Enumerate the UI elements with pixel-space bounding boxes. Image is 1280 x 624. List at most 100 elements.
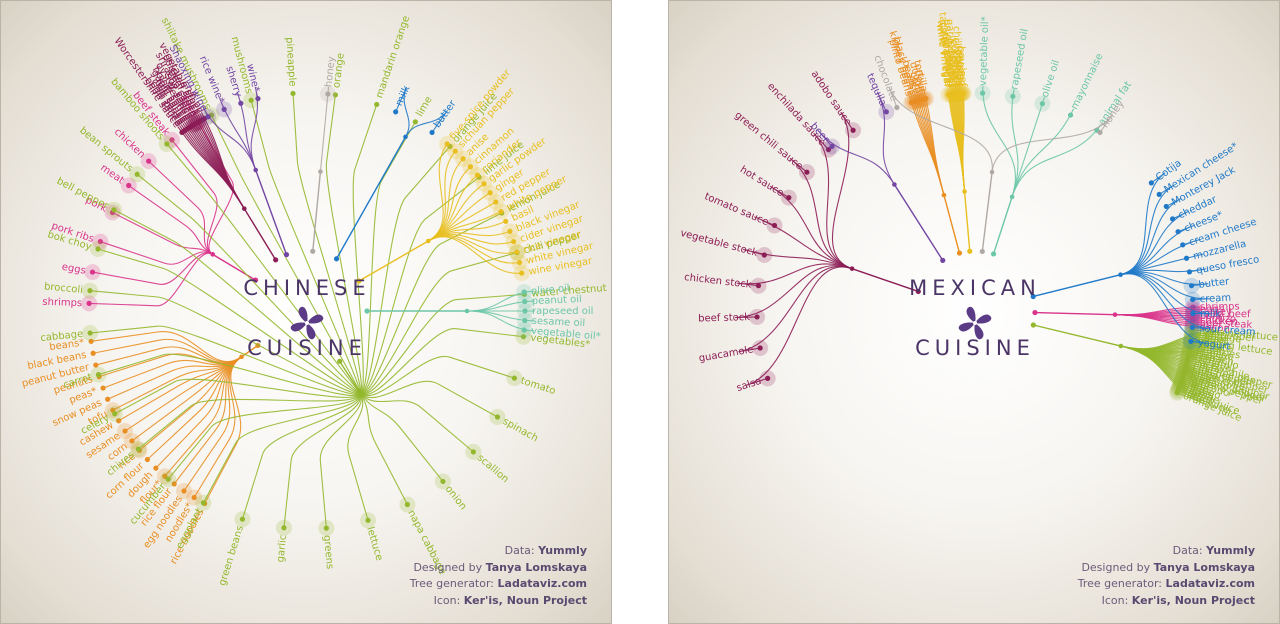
branch-green-chili-sauce bbox=[789, 157, 853, 270]
branch-eggplant bbox=[202, 390, 361, 504]
leaf-node-rice-wine bbox=[221, 106, 227, 112]
leaf-node-cucumber bbox=[165, 476, 171, 482]
ingredient-label-pork: pork bbox=[1200, 311, 1223, 322]
branch-cheddar bbox=[1120, 211, 1189, 276]
ingredient-label-chorizo: chorizo bbox=[1200, 313, 1237, 325]
tree-trunk bbox=[1034, 311, 1115, 316]
leaf-node-bean-sprouts bbox=[134, 171, 140, 177]
leaf-node-cheddar bbox=[1169, 216, 1176, 222]
leaf-node-bok-choy bbox=[95, 246, 101, 252]
tree-trunk bbox=[893, 184, 944, 261]
credits: Data: Yummly Designed by Tanya Lomskaya … bbox=[1078, 543, 1255, 609]
branch-scallion bbox=[358, 390, 474, 453]
leaf-node-vegetables bbox=[520, 334, 527, 340]
cuisine-title: CHINESE CUISINE bbox=[243, 276, 365, 360]
ingredient-label-bay-leaf: bay leaf bbox=[955, 46, 968, 87]
ingredient-label-vegetable-stock: vegetable stock bbox=[679, 228, 759, 259]
branch-black-beans bbox=[93, 338, 242, 363]
branch-chili-pepper bbox=[358, 252, 518, 394]
tree-trunk bbox=[241, 344, 259, 358]
tree-trunk bbox=[335, 136, 407, 260]
tree-trunk bbox=[212, 253, 256, 281]
leaf-node-celery bbox=[112, 411, 118, 417]
leaf-node-onion bbox=[440, 478, 446, 485]
ingredient-label-scallion: scallion bbox=[475, 453, 511, 486]
tree-trunk bbox=[981, 171, 993, 252]
credit-designer: Designed by Tanya Lomskaya bbox=[1081, 560, 1255, 574]
ingredient-label-roast-beef: roast beef bbox=[1200, 309, 1251, 321]
branch-mandarin-orange bbox=[352, 104, 378, 393]
ingredient-label-tomato-sauce: tomato sauce bbox=[703, 191, 770, 228]
tree-root-node bbox=[333, 256, 340, 262]
branch-tequila bbox=[876, 91, 895, 185]
tree-root-node bbox=[283, 252, 290, 258]
mexican-cuisine-panel: pinto beans kidney beans black beans beans*… bbox=[668, 0, 1280, 624]
ingredient-label-beef-stock: beef stock bbox=[698, 312, 750, 324]
tree-mid-node bbox=[1118, 343, 1124, 349]
ingredient-label-turkey: turkey bbox=[1200, 306, 1232, 317]
title-line-1: MEXICAN bbox=[909, 276, 1041, 300]
ingredient-label-clove: clove bbox=[950, 60, 963, 87]
branch-hot-sauce bbox=[769, 185, 853, 270]
leaf-node-cream bbox=[1190, 296, 1196, 303]
branch-lime bbox=[358, 121, 416, 393]
ingredient-label-tomato: tomato bbox=[519, 376, 557, 398]
leaf-node-corn-flour bbox=[144, 456, 151, 463]
branch-sichuan-pepper bbox=[427, 149, 458, 242]
leaf-node-tortilla bbox=[923, 95, 929, 102]
branch-spinach bbox=[358, 380, 498, 418]
leaf-node-queso-fresco bbox=[1186, 269, 1193, 275]
tree-root-node bbox=[915, 288, 921, 295]
branch-bean-sprouts bbox=[136, 173, 361, 394]
leaf-node-beer bbox=[829, 143, 835, 150]
ingredient-label-beef-steak: beef steak bbox=[1199, 317, 1252, 331]
leaf-node-enchilada-sauce bbox=[825, 146, 832, 153]
leaf-node-tequila bbox=[883, 109, 889, 115]
branch-orange-juice bbox=[1120, 345, 1208, 406]
leaf-node-salsa bbox=[765, 375, 771, 381]
leaf-node-chicken bbox=[146, 158, 152, 164]
leaf-node-rapeseed-oil bbox=[1010, 93, 1016, 99]
leaf-node-beef-steak bbox=[169, 137, 175, 143]
leaf-node-sherry bbox=[238, 100, 244, 106]
branch-corn bbox=[131, 356, 242, 442]
leaf-node-milk bbox=[1190, 310, 1196, 317]
ingredient-label-rapeseed-oil: rapeseed oil bbox=[532, 306, 593, 317]
leaf-node-rice-vinegar bbox=[514, 249, 520, 255]
ingredient-label-sour-cream: sour cream bbox=[1199, 323, 1256, 338]
tree-root-node bbox=[1032, 309, 1038, 316]
ingredient-label-adobo-sauce: adobo sauce bbox=[809, 69, 854, 128]
ingredient-label-shrimps: shrimps bbox=[1200, 301, 1240, 313]
ingredient-label-cream: cream bbox=[1199, 293, 1231, 306]
leaf-node-scallion bbox=[470, 449, 476, 455]
ingredient-label-beans: beans* bbox=[49, 337, 85, 353]
tree-trunk bbox=[943, 194, 961, 254]
branch-water-chestnut bbox=[358, 293, 525, 395]
ingredient-label-garlic-salt: garlic salt bbox=[944, 38, 959, 88]
branch-salsa bbox=[746, 266, 853, 386]
branch-rice-wine bbox=[219, 98, 257, 171]
branch-vegetable-oil bbox=[466, 310, 535, 332]
ingredient-label-vegetable-oil: vegetable oil* bbox=[978, 16, 991, 86]
branch-vegetable-stock bbox=[742, 248, 853, 270]
ingredient-label-flour: flour bbox=[911, 69, 927, 95]
branch-greens bbox=[319, 390, 362, 529]
leaf-node-monterey-jack bbox=[1163, 203, 1169, 210]
leaf-node-spinach bbox=[494, 414, 501, 420]
tree-root-node bbox=[990, 251, 997, 257]
ingredient-label-sesame-oil: sesame oil bbox=[532, 316, 586, 329]
branch-napa-cabbage bbox=[358, 390, 408, 505]
leaf-node-green-beans bbox=[239, 516, 246, 522]
tree-root-node bbox=[1030, 322, 1036, 328]
leaf-node-shrimps bbox=[86, 300, 92, 306]
leaf-node-eggs bbox=[89, 269, 96, 275]
ingredient-label-yogurt: yogurt bbox=[1197, 337, 1231, 352]
leaf-node-lime bbox=[412, 119, 418, 125]
leaf-node-butter bbox=[429, 129, 435, 136]
tree-root-node bbox=[956, 250, 963, 256]
leaf-node-mexican-cheese bbox=[1156, 191, 1162, 198]
leaf-node-black-beans bbox=[90, 350, 96, 356]
ingredient-label-olive-oil: olive oil bbox=[531, 283, 570, 297]
